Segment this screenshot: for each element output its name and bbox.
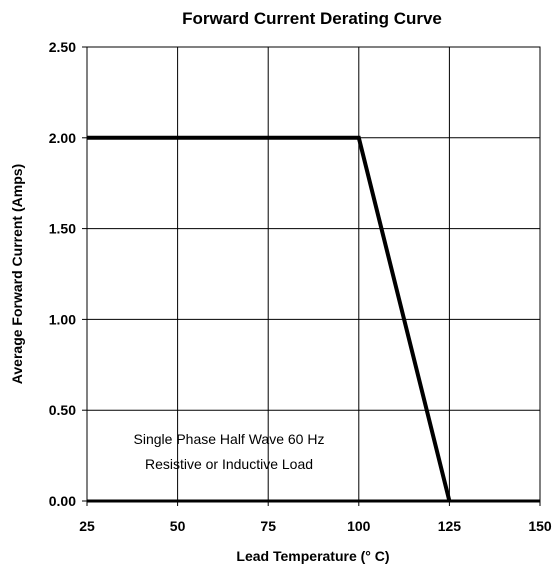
- x-tick-label: 50: [170, 518, 186, 534]
- annotation-line-1: Single Phase Half Wave 60 Hz: [134, 431, 325, 447]
- grid-lines: [87, 47, 540, 501]
- x-tick-label: 25: [79, 518, 95, 534]
- chart-title: Forward Current Derating Curve: [182, 9, 442, 28]
- y-tick-label: 1.00: [49, 311, 76, 327]
- annotation-line-2: Resistive or Inductive Load: [145, 456, 313, 472]
- x-tick-label: 100: [347, 518, 371, 534]
- y-tick-label: 2.50: [49, 39, 76, 55]
- y-tick-label: 0.00: [49, 493, 76, 509]
- y-axis-label: Average Forward Current (Amps): [9, 164, 25, 384]
- x-axis-label: Lead Temperature (° C): [236, 548, 389, 564]
- y-tick-label: 0.50: [49, 402, 76, 418]
- y-tick-label: 2.00: [49, 130, 76, 146]
- x-tick-label: 150: [528, 518, 552, 534]
- x-axis-ticks: 25 50 75 100 125 150: [79, 501, 552, 534]
- y-axis-ticks: 0.00 0.50 1.00 1.50 2.00 2.50: [49, 39, 87, 509]
- x-tick-label: 75: [260, 518, 276, 534]
- series-line: [87, 135, 452, 502]
- y-tick-label: 1.50: [49, 221, 76, 237]
- x-tick-label: 125: [438, 518, 462, 534]
- series-layer: [87, 135, 540, 503]
